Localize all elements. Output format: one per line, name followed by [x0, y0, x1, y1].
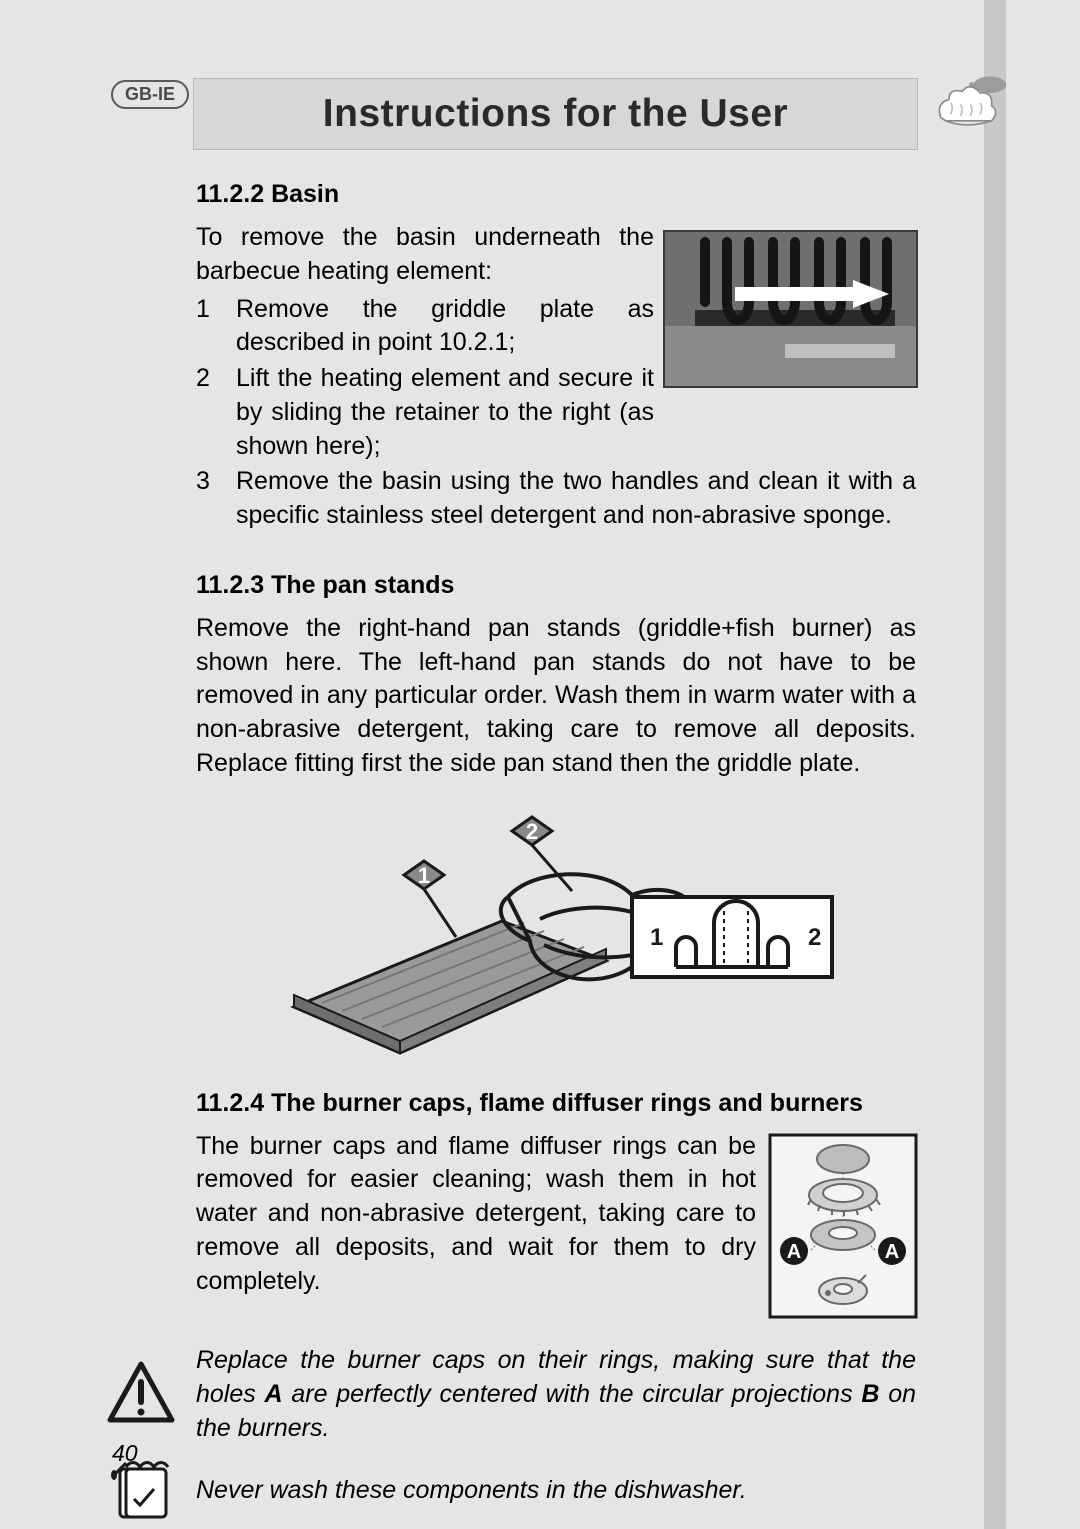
- marker-2-label: 2: [526, 819, 538, 844]
- inset-left-label: 1: [650, 924, 663, 951]
- burner-caps-text: The burner caps and flame diffuser rings…: [196, 1130, 756, 1299]
- region-badge: GB-IE: [111, 80, 189, 109]
- chef-hat-icon: [926, 70, 1008, 152]
- inset-right-label: 2: [808, 924, 821, 951]
- heading-basin: 11.2.2 Basin: [196, 180, 916, 209]
- heading-pan-stands: 11.2.3 The pan stands: [196, 571, 916, 600]
- step-number: 2: [196, 362, 236, 463]
- section-basin: 11.2.2 Basin To remove the basin underne…: [196, 180, 916, 533]
- page-title: Instructions for the User: [323, 92, 788, 136]
- warning-icon: [106, 1360, 176, 1430]
- marker-1-label: 1: [418, 863, 430, 888]
- basin-photo-svg: [665, 232, 918, 388]
- heading-burner-caps: 11.2.4 The burner caps, flame diffuser r…: [196, 1089, 916, 1118]
- step-text: Remove the basin using the two handles a…: [236, 465, 916, 533]
- tip-text: Never wash these components in the dishw…: [196, 1474, 916, 1508]
- warning-text: Replace the burner caps on their rings, …: [196, 1344, 916, 1445]
- burner-exploded-diagram: A A: [768, 1133, 918, 1319]
- basin-step-3: 3 Remove the basin using the two handles…: [196, 465, 916, 533]
- step-number: 1: [196, 293, 236, 361]
- content-column: 11.2.2 Basin To remove the basin underne…: [196, 180, 916, 1507]
- basin-photo: [663, 230, 918, 388]
- accent-bar: [984, 0, 1006, 1529]
- pan-stands-diagram: 1 2 1 2: [272, 807, 840, 1055]
- note1-mid: are perfectly centered with the circular…: [283, 1380, 862, 1408]
- step-text: Remove the griddle plate as described in…: [236, 293, 654, 361]
- tip-note: Never wash these components in the dishw…: [196, 1474, 916, 1508]
- section-burner-caps: 11.2.4 The burner caps, flame diffuser r…: [196, 1089, 916, 1299]
- note1-b: B: [861, 1380, 879, 1408]
- warning-note: Replace the burner caps on their rings, …: [196, 1344, 916, 1445]
- note1-a: A: [265, 1380, 283, 1408]
- step-text: Lift the heating element and secure it b…: [236, 362, 654, 463]
- manual-page: GB-IE Instructions for the User 11.2.2 B…: [0, 0, 1080, 1529]
- marker-a-right: A: [885, 1241, 899, 1263]
- basin-intro: To remove the basin underneath the barbe…: [196, 221, 654, 289]
- marker-a-left: A: [787, 1241, 801, 1263]
- step-number: 3: [196, 465, 236, 533]
- pan-stands-text: Remove the right-hand pan stands (griddl…: [196, 612, 916, 781]
- section-pan-stands: 11.2.3 The pan stands Remove the right-h…: [196, 571, 916, 1055]
- marker-1: 1: [404, 861, 456, 937]
- inset-box: 1 2: [632, 897, 832, 977]
- header-bar: Instructions for the User: [193, 78, 918, 150]
- page-number: 40: [112, 1440, 138, 1467]
